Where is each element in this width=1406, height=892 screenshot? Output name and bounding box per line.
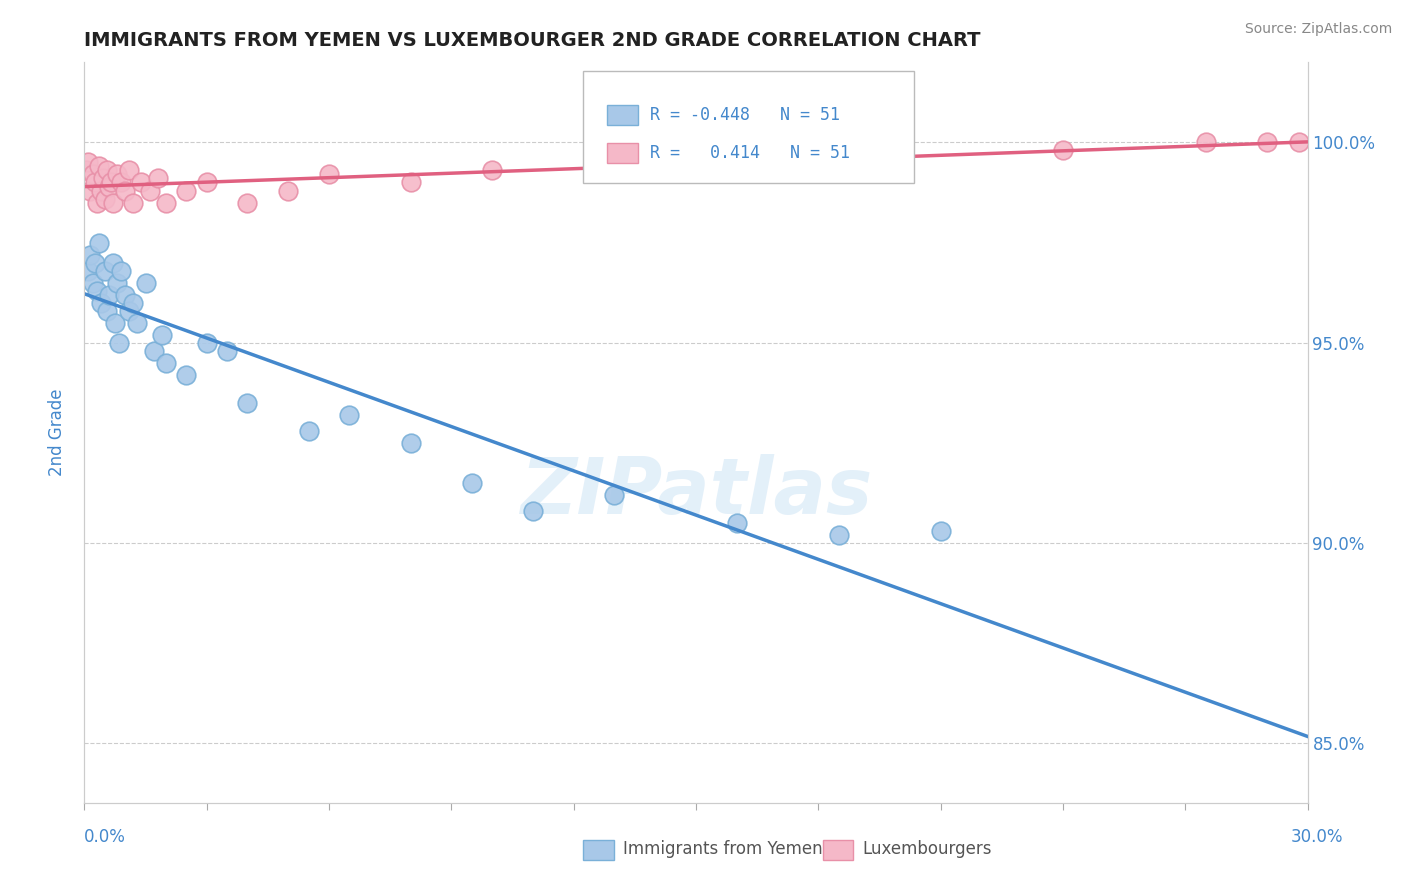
Point xyxy=(1052,144,1074,158)
Point xyxy=(522,503,544,517)
Point xyxy=(1256,136,1278,150)
Point xyxy=(93,263,115,277)
Text: 0.0%: 0.0% xyxy=(84,828,127,846)
Point xyxy=(929,524,952,538)
Point xyxy=(82,276,104,290)
Point xyxy=(236,395,259,409)
Point xyxy=(1288,136,1310,150)
Point xyxy=(217,343,239,358)
Point xyxy=(828,527,851,541)
Point xyxy=(603,488,626,502)
Point xyxy=(101,255,124,269)
Point xyxy=(86,195,108,210)
Point xyxy=(131,176,153,190)
Point xyxy=(1195,136,1218,150)
Point xyxy=(101,195,124,210)
Point xyxy=(298,424,321,438)
Point xyxy=(96,163,118,178)
Point xyxy=(83,255,105,269)
Point xyxy=(138,184,160,198)
Point xyxy=(122,295,145,310)
Point xyxy=(100,176,122,190)
Point xyxy=(155,355,177,369)
Text: Immigrants from Yemen: Immigrants from Yemen xyxy=(623,840,823,858)
Point xyxy=(79,247,101,261)
Point xyxy=(114,184,136,198)
Point xyxy=(77,263,100,277)
Text: ZIPatlas: ZIPatlas xyxy=(520,454,872,530)
Point xyxy=(79,184,101,198)
Point xyxy=(318,168,340,182)
Point xyxy=(195,176,218,190)
Point xyxy=(86,284,108,298)
Point xyxy=(725,516,748,530)
Point xyxy=(105,276,128,290)
Point xyxy=(122,195,145,210)
Point xyxy=(97,287,120,301)
Point xyxy=(174,368,197,382)
Point xyxy=(104,316,127,330)
Point xyxy=(155,195,177,210)
Point xyxy=(90,184,112,198)
Point xyxy=(75,163,97,178)
Point xyxy=(110,263,132,277)
Point xyxy=(93,192,115,206)
Point xyxy=(399,176,422,190)
Point xyxy=(399,435,422,450)
Text: R =   0.414   N = 51: R = 0.414 N = 51 xyxy=(650,144,849,161)
Point xyxy=(481,163,503,178)
Text: Source: ZipAtlas.com: Source: ZipAtlas.com xyxy=(1244,22,1392,37)
Text: R = -0.448   N = 51: R = -0.448 N = 51 xyxy=(650,106,839,124)
Point xyxy=(91,171,114,186)
Point xyxy=(83,176,105,190)
Y-axis label: 2nd Grade: 2nd Grade xyxy=(48,389,66,476)
Point xyxy=(77,155,100,169)
Point xyxy=(97,179,120,194)
Text: Luxembourgers: Luxembourgers xyxy=(862,840,991,858)
Point xyxy=(150,327,173,342)
Point xyxy=(96,303,118,318)
Point xyxy=(236,195,259,210)
Point xyxy=(174,184,197,198)
Point xyxy=(195,335,218,350)
Point xyxy=(87,235,110,250)
Point xyxy=(118,163,141,178)
Point xyxy=(277,184,299,198)
Point xyxy=(82,168,104,182)
Point xyxy=(127,316,149,330)
Point xyxy=(461,475,484,490)
Point xyxy=(90,295,112,310)
Text: IMMIGRANTS FROM YEMEN VS LUXEMBOURGER 2ND GRADE CORRELATION CHART: IMMIGRANTS FROM YEMEN VS LUXEMBOURGER 2N… xyxy=(84,31,981,50)
Point xyxy=(644,155,666,169)
Point xyxy=(108,335,131,350)
Point xyxy=(87,160,110,174)
Point xyxy=(146,171,169,186)
Point xyxy=(848,147,870,161)
Text: 30.0%: 30.0% xyxy=(1291,828,1343,846)
Point xyxy=(118,303,141,318)
Point xyxy=(135,276,157,290)
Point xyxy=(105,168,128,182)
Point xyxy=(114,287,136,301)
Point xyxy=(339,408,361,422)
Point xyxy=(110,176,132,190)
Point xyxy=(142,343,165,358)
